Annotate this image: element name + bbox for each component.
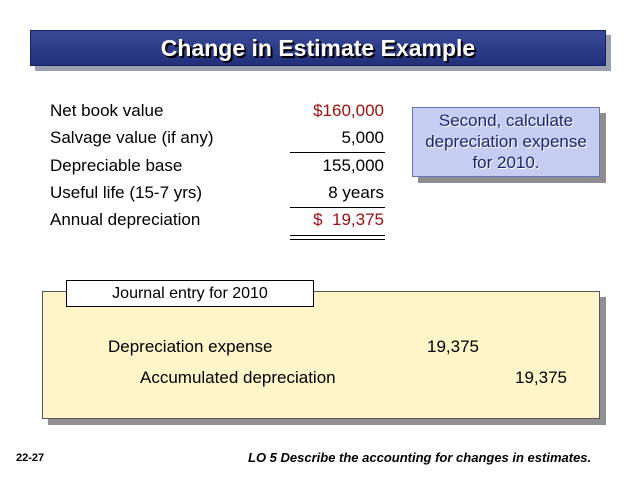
row-label-depreciable-base: Depreciable base xyxy=(50,156,183,175)
callout-line-3: for 2010. xyxy=(472,153,540,172)
journal-entry-box xyxy=(42,291,600,419)
callout-text: Second, calculate depreciation expense f… xyxy=(412,110,600,173)
journal-entry-tab: Journal entry for 2010 xyxy=(66,280,314,307)
title-banner xyxy=(30,30,606,66)
subtotal-rule xyxy=(290,152,385,153)
double-rule-top xyxy=(290,235,385,236)
callout-line-2: depreciation expense xyxy=(425,132,587,151)
total-rule xyxy=(290,207,385,208)
learning-objective: LO 5 Describe the accounting for changes… xyxy=(248,450,592,465)
row-amount-net-book-value: $160,000 xyxy=(313,101,384,120)
row-label-annual-depreciation: Annual depreciation xyxy=(50,210,201,229)
callout-line-1: Second, calculate xyxy=(438,111,574,130)
slide-title: Change in Estimate Example xyxy=(160,35,476,61)
row-amount-salvage-value: 5,000 xyxy=(341,128,384,147)
journal-credit-amount: 19,375 xyxy=(515,368,567,387)
callout-box xyxy=(412,107,600,177)
journal-credit-account: Accumulated depreciation xyxy=(140,368,336,387)
slide-number: 22-27 xyxy=(16,452,45,464)
row-label-useful-life: Useful life (15-7 yrs) xyxy=(50,183,203,202)
row-amount-useful-life: 8 years xyxy=(328,183,384,202)
row-amount-annual-depreciation: $ 19,375 xyxy=(313,210,384,229)
row-label-net-book-value: Net book value xyxy=(50,101,164,120)
journal-debit-account: Depreciation expense xyxy=(108,337,273,356)
journal-debit-amount: 19,375 xyxy=(427,337,479,356)
double-rule-bottom xyxy=(290,239,385,240)
row-label-salvage-value: Salvage value (if any) xyxy=(50,128,214,147)
row-amount-depreciable-base: 155,000 xyxy=(322,156,384,175)
